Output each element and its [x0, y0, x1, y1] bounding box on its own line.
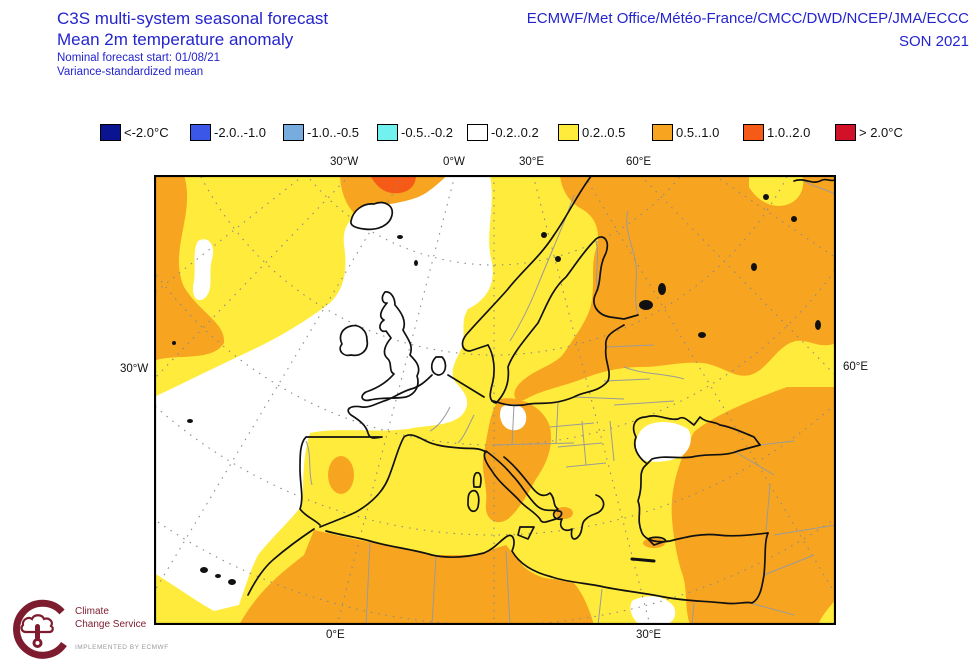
header-right: ECMWF/Met Office/Météo-France/CMCC/DWD/N…: [527, 8, 969, 53]
logo-subtext: IMPLEMENTED BY ECMWF: [75, 644, 169, 651]
legend-label: -0.5..-0.2: [401, 124, 454, 140]
legend-swatch: [652, 123, 673, 141]
legend-item: -0.2..0.2: [467, 122, 539, 142]
logo-line2: Change Service: [75, 618, 147, 630]
fill-yellow-patch: [749, 175, 804, 206]
legend-swatch: [467, 123, 488, 141]
logo-line1: Climate: [75, 606, 109, 617]
legend-swatch: [743, 123, 764, 141]
legend-item: -2.0..-1.0: [190, 122, 266, 142]
legend-item: 1.0..2.0: [743, 122, 810, 142]
page-title-line1: C3S multi-system seasonal forecast: [57, 9, 329, 28]
anomaly-map-canvas: [154, 175, 836, 625]
season-label: SON 2021: [898, 32, 969, 50]
legend-swatch: [377, 123, 398, 141]
legend-item: -1.0..-0.5: [283, 122, 359, 142]
centers-label: ECMWF/Met Office/Météo-France/CMCC/DWD/N…: [526, 10, 969, 27]
axis-label-bottom-0e: 0°E: [326, 629, 345, 641]
coastlines: [247, 175, 836, 605]
legend-item: 0.2..0.5: [558, 122, 625, 142]
fill-orange-regions: [154, 175, 836, 625]
copernicus-logo: Climate Change Service IMPLEMENTED BY EC…: [12, 598, 202, 668]
axis-label-top-0w: 0°W: [443, 156, 465, 168]
legend-item: <-2.0°C: [100, 122, 169, 142]
anomaly-map: [154, 175, 836, 625]
axis-label-left-30w: 30°W: [120, 363, 149, 375]
legend-swatch: [558, 123, 579, 141]
axis-label-right-60e: 60°E: [843, 361, 869, 373]
legend-label: -0.2..0.2: [491, 124, 539, 140]
legend-label: -1.0..-0.5: [307, 124, 360, 140]
axis-label-top-30w: 30°W: [330, 156, 359, 168]
axis-label-top-30e: 30°E: [519, 156, 545, 168]
legend-label: <-2.0°C: [124, 124, 169, 140]
legend-swatch: [100, 123, 121, 141]
header-left: C3S multi-system seasonal forecast Mean …: [57, 8, 328, 79]
statistic-label: Variance-standardized mean: [57, 65, 204, 78]
legend-item: > 2.0°C: [835, 122, 903, 142]
legend-swatch: [283, 123, 304, 141]
legend-item: -0.5..-0.2: [377, 122, 453, 142]
legend-label: -2.0..-1.0: [214, 124, 267, 140]
forecast-start-label: Nominal forecast start: 01/08/21: [57, 51, 220, 64]
legend-swatch: [835, 123, 856, 141]
page-title-line2: Mean 2m temperature anomaly: [57, 30, 294, 50]
fill-redorange-spot: [370, 175, 416, 194]
axis-label-top-60e: 60°E: [626, 156, 652, 168]
legend-label: 0.5..1.0: [676, 124, 720, 140]
lakes-islands: [172, 194, 821, 585]
copernicus-logo-icon: [13, 599, 67, 659]
logo-text: Climate Change Service: [75, 606, 146, 631]
legend-label: > 2.0°C: [859, 124, 903, 140]
map-border: [154, 175, 836, 625]
graticule: [154, 175, 836, 625]
axis-label-bottom-30e: 30°E: [636, 629, 662, 641]
legend-label: 0.2..0.5: [582, 124, 626, 140]
legend-swatch: [190, 123, 211, 141]
legend-item: 0.5..1.0: [652, 122, 719, 142]
legend-label: 1.0..2.0: [767, 124, 811, 140]
